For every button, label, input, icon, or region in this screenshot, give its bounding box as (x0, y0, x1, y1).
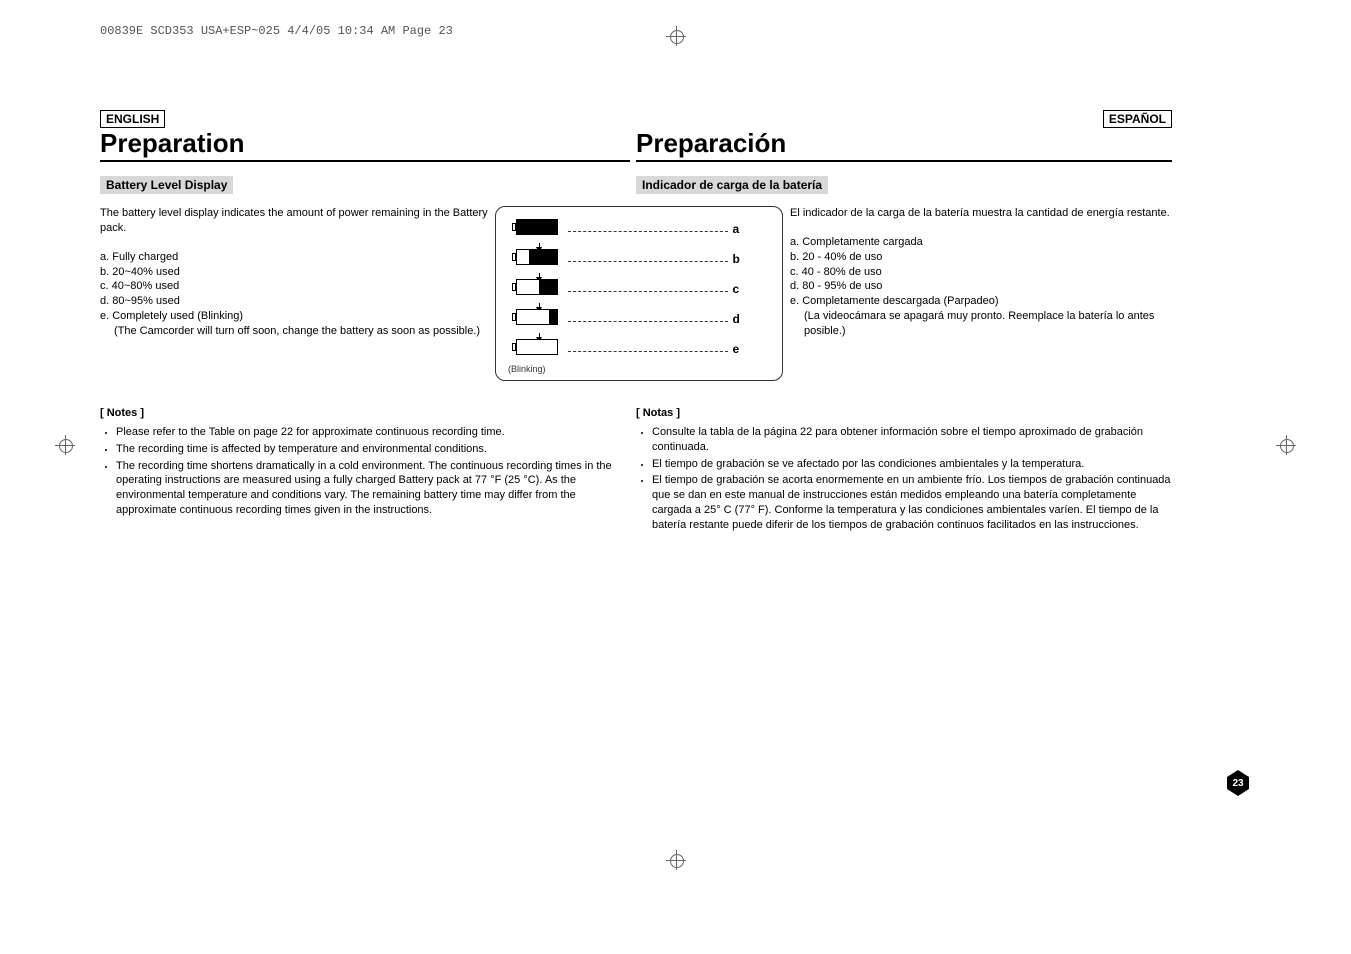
note-en-0: Please refer to the Table on page 22 for… (116, 425, 620, 440)
item-a-en: a. Fully charged (100, 250, 490, 265)
notes-title-en: [ Notes ] (100, 406, 620, 421)
label-b: b (732, 252, 739, 266)
item-b-en: b. 20~40% used (100, 265, 490, 280)
rule-right (636, 160, 1172, 162)
intro-english: The battery level display indicates the … (100, 206, 490, 236)
crop-mark-left (55, 435, 75, 455)
title-row: Preparation Preparación (100, 128, 1172, 168)
language-row: ENGLISH ESPAÑOL (100, 110, 1172, 128)
battery-figure: a b c (495, 206, 783, 381)
page-number: 23 (1225, 770, 1251, 796)
label-e: e (732, 342, 739, 356)
item-d-es: d. 80 - 95% de uso (790, 279, 1172, 294)
note-en-2: The recording time shortens dramatically… (116, 459, 620, 518)
item-b-es: b. 20 - 40% de uso (790, 250, 1172, 265)
battery-icon-d (512, 309, 558, 325)
item-e1-en: e. Completely used (Blinking) (100, 309, 490, 324)
lang-spanish: ESPAÑOL (1103, 110, 1172, 128)
notes-english: [ Notes ] Please refer to the Table on p… (100, 406, 620, 520)
lang-english: ENGLISH (100, 110, 165, 128)
content-area: ENGLISH ESPAÑOL Preparation Preparación … (100, 110, 1172, 406)
file-header: 00839E SCD353 USA+ESP~025 4/4/05 10:34 A… (100, 24, 453, 38)
notes-title-es: [ Notas ] (636, 406, 1172, 421)
batt-row-d: d (512, 309, 772, 333)
subhead-spanish: Indicador de carga de la batería (636, 176, 828, 194)
batt-row-c: c (512, 279, 772, 303)
subhead-english: Battery Level Display (100, 176, 233, 194)
battery-icon-e (512, 339, 558, 355)
label-a: a (732, 222, 739, 236)
battery-icon-b (512, 249, 558, 265)
item-e2-en: (The Camcorder will turn off soon, chang… (100, 324, 490, 339)
label-d: d (732, 312, 739, 326)
crop-mark-top (666, 26, 686, 46)
item-c-en: c. 40~80% used (100, 279, 490, 294)
label-c: c (732, 282, 739, 296)
crop-mark-bottom (666, 850, 686, 870)
note-en-1: The recording time is affected by temper… (116, 442, 620, 457)
item-a-es: a. Completamente cargada (790, 235, 1172, 250)
item-e1-es: e. Completamente descargada (Parpadeo) (790, 294, 1172, 309)
intro-spanish: El indicador de la carga de la batería m… (790, 206, 1172, 221)
blinking-label: (Blinking) (508, 364, 546, 374)
batt-row-a: a (512, 219, 772, 243)
item-d-en: d. 80~95% used (100, 294, 490, 309)
batt-row-b: b (512, 249, 772, 273)
item-c-es: c. 40 - 80% de uso (790, 265, 1172, 280)
title-english: Preparation (100, 128, 245, 159)
note-es-2: El tiempo de grabación se acorta enormem… (652, 473, 1172, 532)
title-spanish: Preparación (636, 128, 786, 159)
note-es-1: El tiempo de grabación se ve afectado po… (652, 457, 1172, 472)
item-e2-es: (La videocámara se apagará muy pronto. R… (790, 309, 1172, 339)
notes-spanish: [ Notas ] Consulte la tabla de la página… (636, 406, 1172, 535)
page: 00839E SCD353 USA+ESP~025 4/4/05 10:34 A… (0, 0, 1351, 954)
col-english: The battery level display indicates the … (100, 206, 490, 339)
subhead-row: Battery Level Display Indicador de carga… (100, 176, 1172, 196)
col-spanish: El indicador de la carga de la batería m… (790, 206, 1172, 339)
battery-icon-c (512, 279, 558, 295)
crop-mark-right (1276, 435, 1296, 455)
batt-row-e: e (512, 339, 772, 363)
page-number-badge: 23 (1225, 770, 1251, 796)
note-es-0: Consulte la tabla de la página 22 para o… (652, 425, 1172, 455)
rule-left (100, 160, 630, 162)
battery-icon-a (512, 219, 558, 235)
